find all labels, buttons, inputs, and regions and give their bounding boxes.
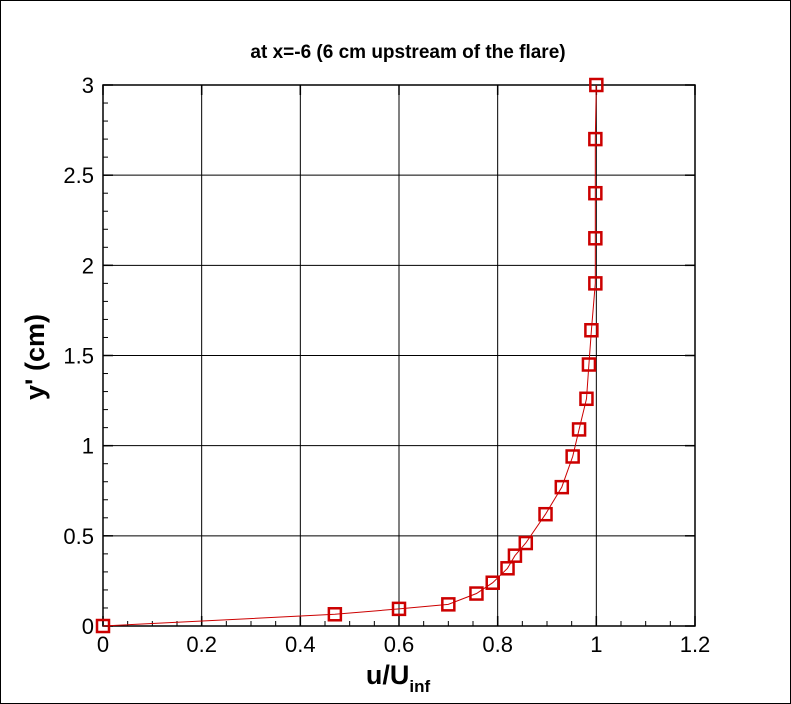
data-point-marker (441, 597, 456, 612)
y-tick-label: 1 (82, 434, 94, 459)
x-tick-label: 0.4 (285, 632, 316, 657)
y-tick-label: 3 (82, 73, 94, 98)
x-tick-label: 0.8 (482, 632, 513, 657)
data-point-marker (581, 357, 597, 372)
data-point-marker (538, 506, 553, 522)
data-point-marker (518, 535, 534, 551)
data-point-marker (554, 479, 570, 495)
grid-lines (102, 84, 696, 627)
x-tick-label: 0 (97, 632, 109, 657)
data-point-marker (507, 548, 523, 563)
data-point-marker (588, 231, 603, 246)
y-tick-label: 2 (82, 253, 94, 278)
data-point-marker (588, 131, 603, 147)
x-axis-label: u/Uinf (366, 660, 431, 696)
y-tick-labels: 0 0.5 1 1.5 2 2.5 3 (63, 73, 94, 639)
x-axis-label-subscript: inf (409, 677, 430, 696)
data-point-marker (95, 618, 111, 634)
data-point-marker (579, 391, 594, 407)
y-tick-label: 1.5 (63, 344, 94, 369)
data-point-marker (327, 607, 343, 622)
y-axis-label: y' (cm) (20, 314, 50, 400)
data-point-marker (391, 601, 407, 617)
series-layer (95, 77, 604, 634)
data-point-marker (571, 422, 587, 437)
series-line (102, 84, 597, 627)
data-point-marker (469, 586, 484, 601)
y-tick-label: 0.5 (63, 524, 94, 549)
data-point-marker (589, 77, 604, 93)
data-point-marker (500, 561, 515, 576)
x-tick-label: 1 (590, 632, 602, 657)
data-point-marker (485, 575, 500, 590)
x-tick-labels: 0 0.2 0.4 0.6 0.8 1 1.2 (97, 632, 710, 657)
x-axis-label-main: u/U (366, 660, 410, 690)
chart-title: at x=-6 (6 cm upstream of the flare) (250, 42, 565, 63)
axis-ticks (102, 84, 696, 627)
x-tick-label: 0.2 (186, 632, 217, 657)
y-tick-label: 2.5 (63, 163, 94, 188)
data-point-marker (584, 323, 599, 338)
data-point-marker (565, 449, 580, 464)
data-point-marker (588, 185, 603, 201)
y-tick-label: 0 (82, 614, 94, 639)
data-point-marker (588, 276, 603, 291)
x-tick-label: 1.2 (680, 632, 711, 657)
x-tick-label: 0.6 (384, 632, 415, 657)
